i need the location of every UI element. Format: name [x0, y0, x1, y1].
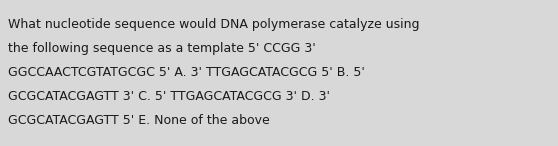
- Text: What nucleotide sequence would DNA polymerase catalyze using: What nucleotide sequence would DNA polym…: [8, 18, 420, 31]
- Text: the following sequence as a template 5' CCGG 3': the following sequence as a template 5' …: [8, 42, 316, 55]
- Text: GCGCATACGAGTT 3' C. 5' TTGAGCATACGCG 3' D. 3': GCGCATACGAGTT 3' C. 5' TTGAGCATACGCG 3' …: [8, 90, 330, 103]
- Text: GGCCAACTCGTATGCGC 5' A. 3' TTGAGCATACGCG 5' B. 5': GGCCAACTCGTATGCGC 5' A. 3' TTGAGCATACGCG…: [8, 66, 365, 79]
- Text: GCGCATACGAGTT 5' E. None of the above: GCGCATACGAGTT 5' E. None of the above: [8, 114, 270, 127]
